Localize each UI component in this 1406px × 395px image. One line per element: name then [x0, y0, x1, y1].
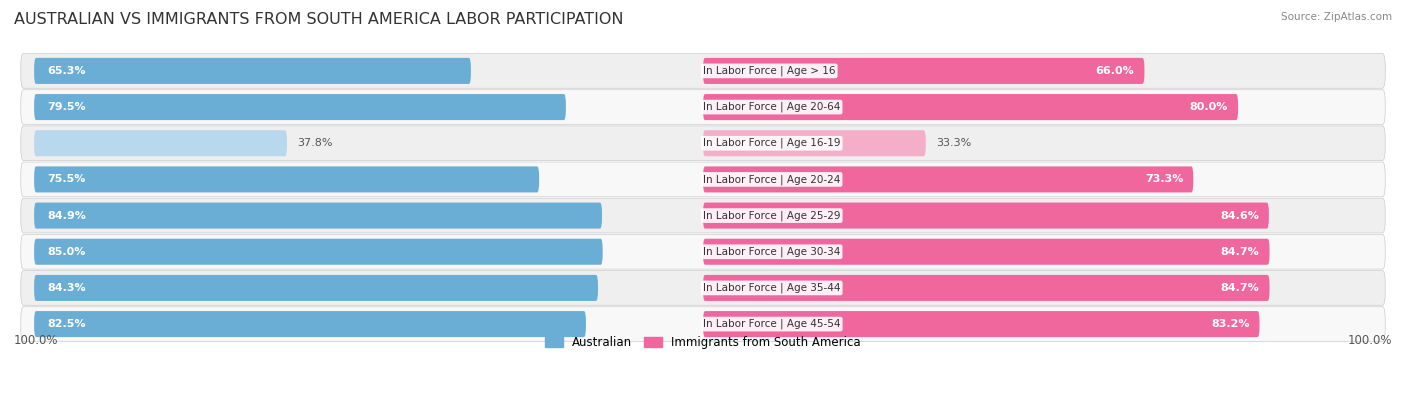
Text: In Labor Force | Age > 16: In Labor Force | Age > 16: [703, 66, 835, 76]
FancyBboxPatch shape: [34, 311, 586, 337]
Text: 33.3%: 33.3%: [936, 138, 972, 148]
Text: In Labor Force | Age 20-24: In Labor Force | Age 20-24: [703, 174, 841, 185]
Text: 37.8%: 37.8%: [297, 138, 332, 148]
FancyBboxPatch shape: [21, 90, 1385, 124]
Text: In Labor Force | Age 25-29: In Labor Force | Age 25-29: [703, 210, 841, 221]
Text: 85.0%: 85.0%: [48, 247, 86, 257]
Text: In Labor Force | Age 20-64: In Labor Force | Age 20-64: [703, 102, 841, 112]
FancyBboxPatch shape: [703, 166, 1194, 192]
Text: 65.3%: 65.3%: [48, 66, 86, 76]
Text: 100.0%: 100.0%: [14, 333, 59, 346]
FancyBboxPatch shape: [34, 166, 538, 192]
Text: 82.5%: 82.5%: [48, 319, 86, 329]
Text: 84.9%: 84.9%: [48, 211, 86, 220]
Text: 100.0%: 100.0%: [1347, 333, 1392, 346]
FancyBboxPatch shape: [703, 275, 1270, 301]
Text: 84.7%: 84.7%: [1220, 283, 1260, 293]
FancyBboxPatch shape: [21, 54, 1385, 88]
Text: 75.5%: 75.5%: [48, 175, 86, 184]
Text: 84.6%: 84.6%: [1220, 211, 1258, 220]
Text: 79.5%: 79.5%: [48, 102, 86, 112]
FancyBboxPatch shape: [34, 94, 565, 120]
Text: In Labor Force | Age 35-44: In Labor Force | Age 35-44: [703, 283, 841, 293]
FancyBboxPatch shape: [21, 234, 1385, 269]
FancyBboxPatch shape: [703, 58, 1144, 84]
FancyBboxPatch shape: [21, 307, 1385, 341]
FancyBboxPatch shape: [703, 239, 1270, 265]
FancyBboxPatch shape: [703, 130, 925, 156]
FancyBboxPatch shape: [34, 203, 602, 229]
FancyBboxPatch shape: [21, 271, 1385, 305]
Text: 73.3%: 73.3%: [1144, 175, 1184, 184]
FancyBboxPatch shape: [703, 203, 1268, 229]
Legend: Australian, Immigrants from South America: Australian, Immigrants from South Americ…: [540, 331, 866, 354]
Text: Source: ZipAtlas.com: Source: ZipAtlas.com: [1281, 12, 1392, 22]
Text: In Labor Force | Age 45-54: In Labor Force | Age 45-54: [703, 319, 841, 329]
FancyBboxPatch shape: [34, 130, 287, 156]
FancyBboxPatch shape: [34, 275, 598, 301]
Text: 80.0%: 80.0%: [1189, 102, 1227, 112]
Text: In Labor Force | Age 16-19: In Labor Force | Age 16-19: [703, 138, 841, 149]
FancyBboxPatch shape: [21, 126, 1385, 161]
Text: AUSTRALIAN VS IMMIGRANTS FROM SOUTH AMERICA LABOR PARTICIPATION: AUSTRALIAN VS IMMIGRANTS FROM SOUTH AMER…: [14, 12, 623, 27]
FancyBboxPatch shape: [21, 162, 1385, 197]
Text: 83.2%: 83.2%: [1211, 319, 1250, 329]
Text: 84.3%: 84.3%: [48, 283, 86, 293]
FancyBboxPatch shape: [703, 311, 1260, 337]
Text: 84.7%: 84.7%: [1220, 247, 1260, 257]
FancyBboxPatch shape: [34, 58, 471, 84]
FancyBboxPatch shape: [34, 239, 603, 265]
FancyBboxPatch shape: [21, 198, 1385, 233]
FancyBboxPatch shape: [703, 94, 1239, 120]
Text: 66.0%: 66.0%: [1095, 66, 1135, 76]
Text: In Labor Force | Age 30-34: In Labor Force | Age 30-34: [703, 246, 841, 257]
